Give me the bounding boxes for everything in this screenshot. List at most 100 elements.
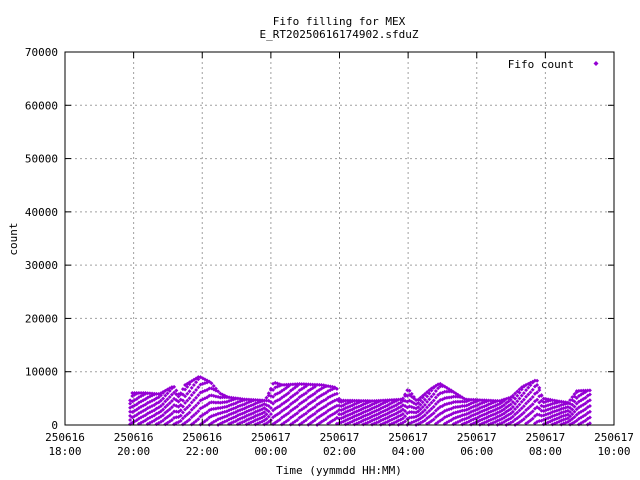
data-point	[242, 397, 247, 402]
data-point	[286, 404, 291, 409]
y-tick-label: 50000	[25, 153, 58, 166]
data-point	[535, 382, 540, 387]
legend-label: Fifo count	[508, 58, 574, 71]
data-point	[524, 408, 529, 413]
y-axis-label: count	[7, 222, 20, 255]
data-point	[165, 397, 170, 402]
data-point	[431, 411, 436, 416]
data-point	[266, 409, 271, 414]
data-point	[528, 411, 533, 416]
data-point	[484, 398, 489, 403]
data-point	[209, 381, 214, 386]
x-tick-date: 250617	[457, 431, 497, 444]
data-point	[440, 417, 445, 422]
data-point	[218, 395, 223, 400]
data-point	[532, 378, 537, 383]
data-point	[279, 382, 284, 387]
data-point	[196, 393, 201, 398]
data-point	[172, 390, 177, 395]
data-point	[431, 417, 436, 422]
legend-marker	[593, 61, 599, 66]
data-point	[513, 407, 518, 412]
x-tick-date: 250617	[251, 431, 291, 444]
data-point	[312, 404, 317, 409]
data-point	[572, 414, 577, 419]
data-point	[574, 418, 579, 423]
data-point	[431, 398, 436, 403]
data-point	[310, 382, 315, 387]
data-point	[521, 410, 526, 415]
data-point	[526, 392, 531, 397]
data-point	[189, 415, 194, 420]
data-point	[176, 399, 181, 404]
data-point	[161, 412, 166, 417]
x-tick-date: 250616	[114, 431, 154, 444]
data-point	[194, 403, 199, 408]
data-point	[161, 396, 166, 401]
data-point	[475, 398, 480, 403]
data-point	[295, 404, 300, 409]
data-point	[502, 407, 507, 412]
data-point	[431, 392, 436, 397]
data-point	[510, 393, 515, 398]
data-point	[572, 409, 577, 414]
data-point	[361, 398, 366, 403]
data-point	[517, 414, 522, 419]
data-point	[526, 406, 531, 411]
data-point	[282, 382, 287, 387]
data-point	[264, 412, 269, 417]
data-point	[213, 400, 218, 405]
data-point	[519, 406, 524, 411]
data-point	[196, 417, 201, 422]
data-point	[519, 399, 524, 404]
data-point	[165, 391, 170, 396]
data-point	[403, 419, 408, 424]
data-point	[167, 407, 172, 412]
data-point	[128, 409, 133, 414]
data-point	[480, 398, 485, 403]
data-point	[306, 382, 311, 387]
data-point	[312, 411, 317, 416]
data-point	[185, 391, 190, 396]
y-tick-label: 10000	[25, 366, 58, 379]
data-point	[130, 391, 135, 396]
data-point	[488, 398, 493, 403]
data-point	[398, 400, 403, 405]
data-point	[312, 398, 317, 403]
data-point	[152, 391, 157, 396]
data-point	[579, 388, 584, 393]
data-point	[515, 399, 520, 404]
data-point	[427, 408, 432, 413]
data-point	[530, 409, 535, 414]
data-point	[262, 398, 267, 403]
data-point	[145, 391, 150, 396]
data-point	[420, 409, 425, 414]
data-point	[568, 398, 573, 403]
data-point	[411, 410, 416, 415]
data-point	[422, 413, 427, 418]
data-point	[521, 397, 526, 402]
data-point	[583, 395, 588, 400]
data-point	[409, 391, 414, 396]
data-point	[427, 397, 432, 402]
data-point	[260, 398, 265, 403]
data-point	[517, 396, 522, 401]
data-point	[425, 399, 430, 404]
data-point	[288, 382, 293, 387]
data-point	[337, 412, 342, 417]
data-point	[189, 385, 194, 390]
data-point	[169, 405, 174, 410]
data-point	[304, 390, 309, 395]
data-point	[583, 401, 588, 406]
data-point	[519, 412, 524, 417]
data-point	[180, 404, 185, 409]
data-point	[161, 401, 166, 406]
data-point	[286, 390, 291, 395]
data-point	[189, 393, 194, 398]
data-point	[297, 381, 302, 386]
data-point	[158, 398, 163, 403]
data-point	[264, 398, 269, 403]
data-point	[453, 399, 458, 404]
data-point	[433, 395, 438, 400]
data-point	[537, 388, 542, 393]
